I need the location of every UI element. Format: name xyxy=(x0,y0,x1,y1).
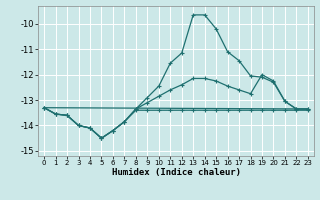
X-axis label: Humidex (Indice chaleur): Humidex (Indice chaleur) xyxy=(111,168,241,177)
